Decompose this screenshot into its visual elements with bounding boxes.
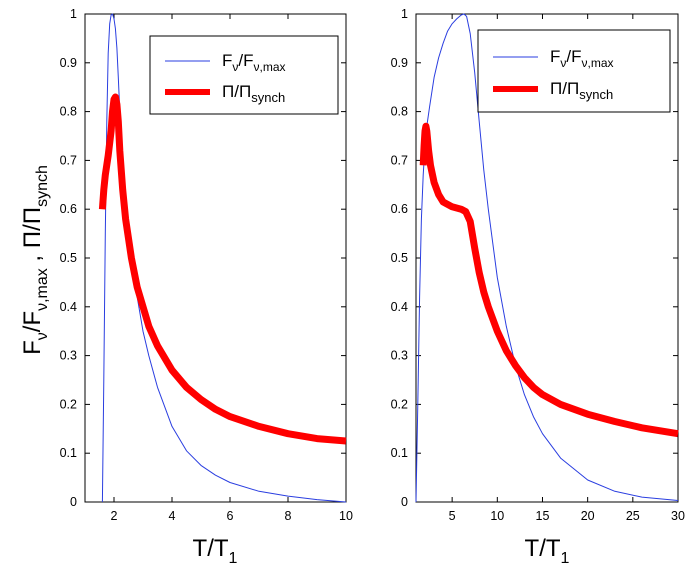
right-ytick-label: 0.9: [391, 56, 408, 70]
right-ytick-label: 0.7: [391, 153, 408, 167]
left-xtick-label: 2: [111, 509, 118, 523]
right-legend-label-flux: Fν/Fν,max: [550, 47, 614, 70]
right-ytick-label: 0.4: [391, 300, 408, 314]
right-curves: [415, 13, 679, 503]
y-title-part2-sub: ν,max: [34, 268, 51, 311]
left-legend-label-pol: Π/Πsynch: [222, 82, 285, 105]
left-polarization-curve: [98, 93, 347, 445]
right-xtick-label: 10: [490, 509, 504, 523]
right-xtick-label: 15: [536, 509, 550, 523]
left-ytick-label: 0.9: [60, 56, 77, 70]
y-title-part2: /F: [19, 311, 46, 332]
right-xtick-label: 25: [626, 509, 640, 523]
right-xtick-label: 5: [449, 509, 456, 523]
left-x-title-sub: 1: [229, 550, 238, 567]
left-xtick-label: 8: [285, 509, 292, 523]
left-legend-flux-F: F: [222, 51, 232, 70]
left-legend-flux-mid: /F: [238, 51, 253, 70]
left-ytick-label: 0.4: [60, 300, 77, 314]
y-axis-title: Fν/Fν,max , Π/Πsynch: [19, 165, 51, 355]
left-legend-flux-sub1: ν: [232, 60, 238, 74]
left-curves: [98, 13, 347, 503]
left-x-axis-title: T/T1: [193, 535, 238, 567]
right-legend-flux-sub2: ν,max: [582, 56, 614, 70]
left-ticks: 0 0.1 0.2 0.3 0.4 0.5 0.6 0.7 0.8 0.9 1 2 4 6 8 10: [60, 7, 353, 523]
right-ytick-label: 0.2: [391, 397, 408, 411]
right-legend-box: [477, 29, 671, 113]
right-legend: Fν/Fν,max Π/Πsynch: [477, 29, 671, 113]
right-legend-label-pol: Π/Πsynch: [550, 79, 613, 102]
left-ytick-label: 0: [70, 495, 77, 509]
left-ytick-label: 0.8: [60, 105, 77, 119]
y-title-part1: F: [19, 340, 46, 355]
right-ytick-label: 1: [401, 7, 408, 21]
left-xtick-label: 4: [169, 509, 176, 523]
right-xtick-label: 30: [671, 509, 685, 523]
left-legend-box: [149, 35, 339, 115]
left-ytick-label: 0.2: [60, 397, 77, 411]
right-ytick-label: 0.8: [391, 105, 408, 119]
right-legend-flux-F: F: [550, 47, 560, 66]
right-legend-pol-sub: synch: [579, 87, 613, 102]
right-ytick-label: 0.6: [391, 202, 408, 216]
left-legend: Fν/Fν,max Π/Πsynch: [149, 35, 339, 115]
y-title-part3-sub: synch: [34, 165, 51, 207]
left-x-title-main: T/T: [193, 535, 229, 562]
left-xtick-label: 10: [339, 509, 353, 523]
right-ytick-label: 0.1: [391, 446, 408, 460]
left-ytick-label: 0.3: [60, 349, 77, 363]
right-ytick-label: 0.3: [391, 349, 408, 363]
right-x-title-main: T/T: [525, 535, 561, 562]
left-ytick-label: 0.6: [60, 202, 77, 216]
left-legend-flux-sub2: ν,max: [254, 60, 286, 74]
left-ytick-label: 0.5: [60, 251, 77, 265]
y-title-part3: , Π/Π: [19, 207, 46, 268]
right-ytick-label: 0: [401, 495, 408, 509]
right-polarization-curve: [419, 122, 679, 438]
left-panel: 0 0.1 0.2 0.3 0.4 0.5 0.6 0.7 0.8 0.9 1 2 4 6 8 10 Fν/F…: [60, 7, 353, 567]
right-xtick-label: 20: [581, 509, 595, 523]
right-legend-flux-mid: /F: [566, 47, 581, 66]
right-x-axis-title: T/T1: [525, 535, 570, 567]
left-ytick-label: 0.7: [60, 153, 77, 167]
left-ytick-label: 1: [70, 7, 77, 21]
right-legend-pol-main: Π/Π: [550, 79, 579, 98]
right-ytick-label: 0.5: [391, 251, 408, 265]
right-panel: 00.10.20.30.40.50.60.70.80.915 10 15 20 25 30…: [391, 7, 685, 567]
left-legend-label-flux: Fν/Fν,max: [222, 51, 286, 74]
left-xtick-label: 6: [227, 509, 234, 523]
left-ytick-label: 0.1: [60, 446, 77, 460]
right-legend-flux-sub1: ν: [560, 56, 566, 70]
left-legend-pol-sub: synch: [251, 90, 285, 105]
y-title-part1-sub: ν: [34, 332, 51, 340]
right-ticks: 00.10.20.30.40.50.60.70.80.915 10 15 20 25 30: [391, 7, 685, 523]
left-legend-pol-main: Π/Π: [222, 82, 251, 101]
right-x-title-sub: 1: [561, 550, 570, 567]
